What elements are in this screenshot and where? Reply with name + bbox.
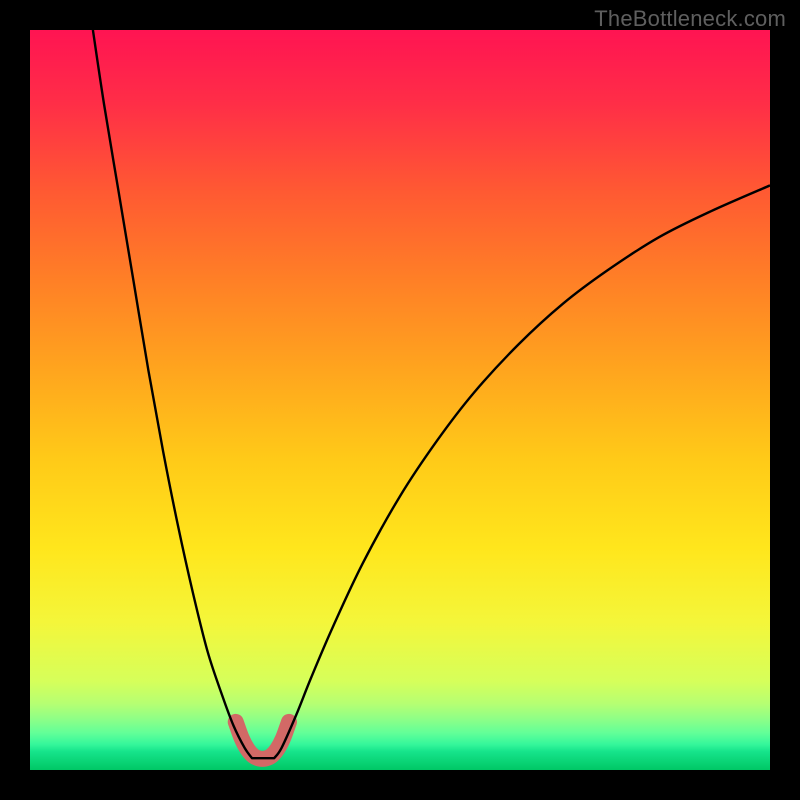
chart-svg [30,30,770,770]
chart-container: TheBottleneck.com [0,0,800,800]
gradient-background [30,30,770,770]
watermark-text: TheBottleneck.com [594,6,786,32]
plot-area [30,30,770,770]
